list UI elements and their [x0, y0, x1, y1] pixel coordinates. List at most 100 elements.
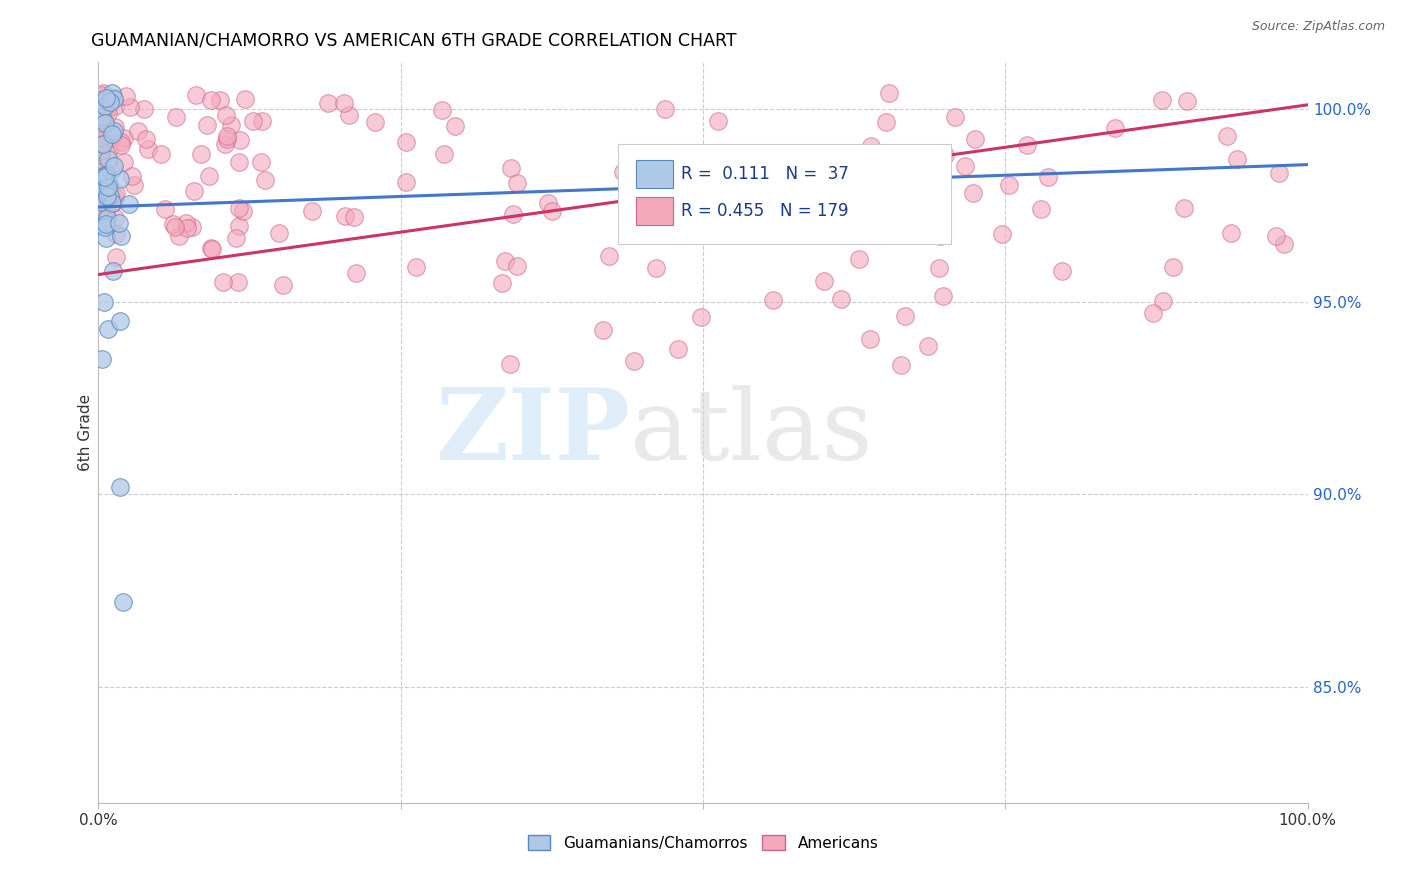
Point: [97, 177, 120, 191]
Point: [1173, 202, 1195, 216]
Point: [90, 175, 112, 189]
Point: [190, 147, 212, 161]
Point: [235, 91, 257, 105]
Point: [813, 274, 835, 288]
Point: [96, 215, 118, 229]
Point: [252, 113, 274, 128]
Point: [1015, 137, 1038, 152]
Point: [1272, 237, 1295, 252]
Point: [865, 217, 887, 231]
Point: [540, 204, 562, 219]
FancyBboxPatch shape: [619, 144, 950, 244]
Point: [491, 276, 513, 290]
Point: [104, 250, 127, 264]
Point: [91, 86, 114, 100]
Point: [430, 103, 453, 117]
Point: [111, 595, 134, 609]
Point: [762, 293, 785, 307]
Point: [176, 221, 198, 235]
Point: [537, 195, 560, 210]
Point: [94, 116, 117, 130]
Point: [820, 177, 842, 191]
Point: [267, 226, 290, 240]
Point: [165, 110, 187, 124]
Point: [337, 107, 360, 121]
Point: [93, 120, 115, 135]
Point: [90, 110, 112, 124]
Point: [859, 139, 882, 153]
Point: [94, 122, 117, 136]
Point: [650, 164, 672, 178]
Point: [89, 207, 111, 221]
Point: [110, 137, 132, 152]
Point: [598, 249, 620, 263]
Point: [108, 314, 131, 328]
Bar: [637, 161, 672, 188]
Point: [689, 310, 711, 324]
Point: [89, 106, 111, 120]
Point: [1175, 94, 1198, 108]
Point: [928, 261, 950, 276]
Point: [735, 183, 758, 197]
Point: [108, 216, 131, 230]
Point: [1142, 305, 1164, 319]
Point: [101, 86, 124, 100]
Point: [94, 220, 117, 235]
Point: [747, 219, 769, 233]
Point: [93, 196, 115, 211]
Point: [162, 218, 184, 232]
Point: [499, 357, 522, 371]
Point: [215, 108, 238, 122]
Point: [100, 95, 122, 110]
Point: [229, 133, 252, 147]
Point: [877, 194, 900, 209]
Point: [859, 332, 882, 346]
Point: [153, 202, 176, 217]
Point: [136, 142, 159, 156]
Point: [917, 339, 939, 353]
Point: [96, 168, 118, 182]
Point: [112, 131, 135, 145]
Point: [94, 203, 117, 218]
Point: [195, 119, 218, 133]
Point: [654, 102, 676, 116]
Point: [108, 480, 131, 494]
Point: [592, 323, 614, 337]
Point: [89, 203, 111, 218]
Point: [181, 219, 204, 234]
Point: [208, 94, 231, 108]
Point: [405, 260, 427, 275]
Point: [922, 147, 945, 161]
Point: [212, 275, 235, 289]
Point: [865, 224, 887, 238]
Point: [98, 188, 121, 202]
Point: [225, 231, 247, 245]
Point: [150, 146, 173, 161]
Point: [91, 352, 114, 367]
Point: [90, 147, 112, 161]
Point: [443, 119, 465, 133]
Point: [90, 194, 112, 209]
Point: [700, 218, 723, 232]
Point: [395, 176, 418, 190]
Point: [502, 207, 524, 221]
Point: [89, 177, 111, 191]
Point: [96, 211, 118, 225]
Point: [666, 342, 689, 356]
Point: [228, 219, 250, 234]
Point: [433, 146, 456, 161]
Point: [363, 114, 385, 128]
Point: [104, 120, 127, 135]
Point: [89, 105, 111, 120]
Point: [707, 114, 730, 128]
Point: [1104, 120, 1126, 135]
Point: [962, 186, 984, 200]
Point: [94, 195, 117, 210]
Point: [91, 189, 114, 203]
Point: [94, 169, 117, 184]
Point: [879, 86, 901, 100]
Point: [894, 309, 917, 323]
Point: [201, 242, 224, 256]
Point: [127, 124, 149, 138]
Point: [114, 88, 136, 103]
